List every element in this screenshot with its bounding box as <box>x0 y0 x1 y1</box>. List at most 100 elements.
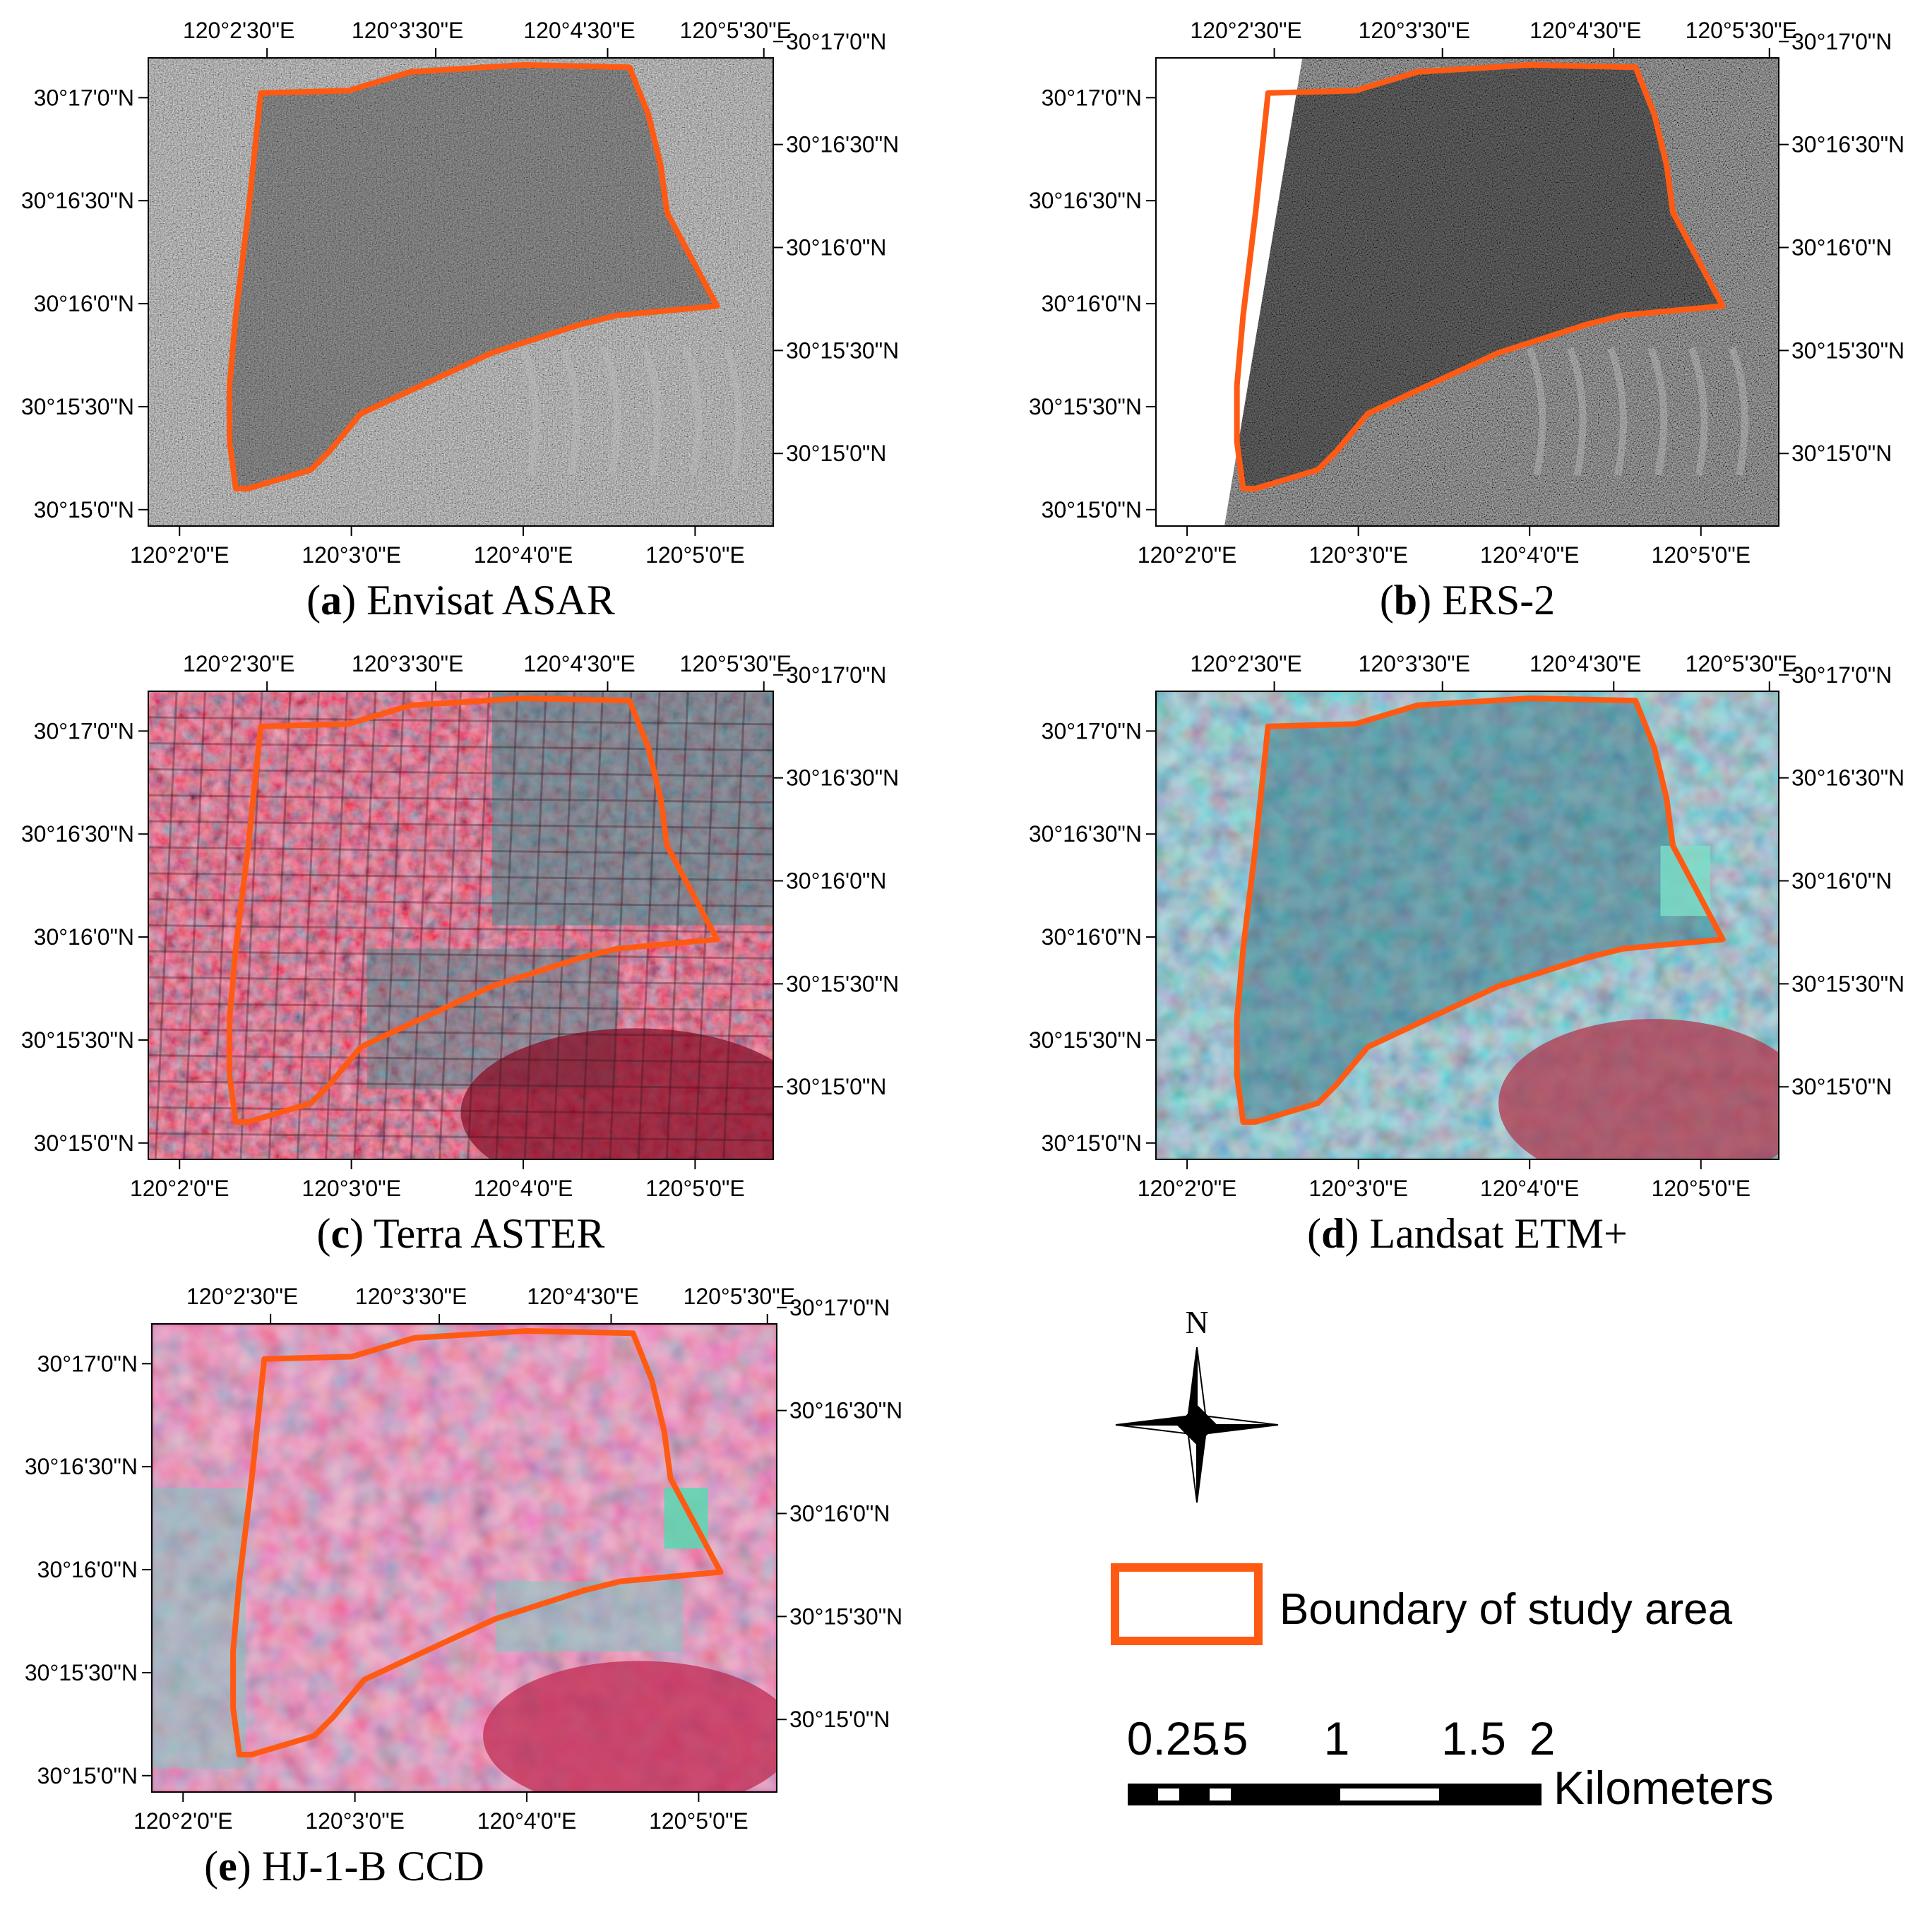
terrain-streak <box>520 347 539 477</box>
caption-paren: ) <box>1417 577 1431 623</box>
right-lat-label: 30°17'0"N <box>1791 662 1892 688</box>
left-lat-label: 30°16'0"N <box>1042 924 1142 950</box>
field-line <box>467 691 491 1159</box>
left-lat-label: 30°16'30"N <box>1029 821 1142 847</box>
field-line <box>154 691 178 1159</box>
bottom-lon-label: 120°4'0"E <box>477 1808 577 1834</box>
caption-name: Landsat ETM+ <box>1359 1210 1627 1257</box>
left-lat-label: 30°17'0"N <box>1042 718 1142 744</box>
left-lat-label: 30°16'0"N <box>37 1557 138 1582</box>
map-frame <box>148 691 774 1160</box>
bottom-lon-label: 120°2'0"E <box>1138 542 1237 568</box>
field-line <box>148 950 773 960</box>
field-line <box>580 691 604 1159</box>
scale-bar-segment <box>1158 1788 1179 1801</box>
left-lat-label: 30°16'30"N <box>1029 188 1142 213</box>
image-layer <box>1156 58 1779 526</box>
field-line <box>495 691 519 1159</box>
right-lat-label: 30°15'30"N <box>786 971 899 996</box>
terrain-streak <box>1688 347 1708 477</box>
interior-shade <box>1236 64 1723 489</box>
field-line <box>694 691 718 1159</box>
left-lat-label: 30°16'0"N <box>1042 291 1142 316</box>
field-line <box>551 691 576 1159</box>
study-area-boundary <box>1234 695 1726 1125</box>
field-line <box>148 1080 773 1089</box>
right-lat-label: 30°17'0"N <box>786 29 886 54</box>
field-line <box>609 691 633 1159</box>
right-lat-label: 30°16'0"N <box>786 868 886 894</box>
north-arrow: N <box>1115 1304 1279 1503</box>
right-lat-label: 30°15'0"N <box>1791 1074 1892 1099</box>
top-lon-label: 120°4'30"E <box>523 18 635 43</box>
scale-bar-label: 1 <box>1324 1712 1350 1764</box>
study-area-boundary <box>1234 61 1726 491</box>
field-line <box>148 976 773 986</box>
speckle-texture <box>148 58 773 526</box>
scale-bar-segment <box>1340 1788 1439 1801</box>
field-line <box>353 691 377 1159</box>
top-lon-label: 120°3'30"E <box>355 1284 467 1309</box>
terrain-streak <box>641 347 662 477</box>
image-layer <box>148 691 773 1159</box>
bottom-lon-label: 120°3'0"E <box>305 1808 405 1834</box>
field-line <box>148 1132 773 1142</box>
left-lat-label: 30°15'0"N <box>1042 497 1142 522</box>
caption-letter: d <box>1321 1210 1344 1257</box>
right-lat-label: 30°15'30"N <box>1791 971 1904 996</box>
left-lat-label: 30°16'30"N <box>21 821 134 847</box>
left-lat-label: 30°17'0"N <box>34 85 134 110</box>
bottom-lon-label: 120°4'0"E <box>474 1176 573 1201</box>
caption-paren: ( <box>1380 577 1394 623</box>
interior-shade <box>229 64 717 489</box>
panel-caption: (c) Terra ASTER <box>317 1210 605 1257</box>
scale-bar-unit: Kilometers <box>1554 1762 1774 1814</box>
right-lat-label: 30°16'0"N <box>789 1501 890 1527</box>
left-lat-label: 30°15'0"N <box>37 1763 138 1788</box>
field-line <box>148 768 773 777</box>
scale-bar-label: .5 <box>1209 1712 1248 1764</box>
bottom-lon-label: 120°4'0"E <box>474 542 573 568</box>
field-line <box>148 742 773 752</box>
right-lat-label: 30°17'0"N <box>786 662 886 688</box>
caption-letter: a <box>321 577 342 623</box>
legend-label: Boundary of study area <box>1280 1585 1733 1634</box>
scale-bar-body <box>1128 1784 1542 1805</box>
top-lon-label: 120°5'30"E <box>680 18 792 43</box>
bottom-lon-label: 120°5'0"E <box>649 1808 749 1834</box>
top-lon-label: 120°3'30"E <box>1359 18 1470 43</box>
bottom-lon-label: 120°3'0"E <box>1308 542 1408 568</box>
top-lon-label: 120°4'30"E <box>1530 18 1641 43</box>
panel-c: 120°2'30"E 120°3'30"E 120°4'30"E 120°5'30"E… <box>21 651 899 1257</box>
field-line <box>722 691 746 1159</box>
top-lon-label: 120°4'30"E <box>1530 651 1641 676</box>
bottom-lon-label: 120°3'0"E <box>1308 1176 1408 1201</box>
panel-e: 120°2'30"E 120°3'30"E 120°4'30"E 120°5'30"E… <box>25 1284 902 1889</box>
study-area-boundary <box>227 695 720 1125</box>
caption-paren: ) <box>342 577 356 623</box>
image-layer <box>152 1324 777 1792</box>
caption-name: HJ-1-B CCD <box>251 1843 484 1889</box>
map-frame <box>1155 57 1779 527</box>
left-lat-label: 30°17'0"N <box>37 1351 138 1376</box>
caption-letter: b <box>1394 577 1417 623</box>
caption-letter: e <box>218 1843 237 1889</box>
caption-paren: ) <box>1344 1210 1359 1257</box>
terrain-streak <box>1647 347 1668 477</box>
top-lon-label: 120°3'30"E <box>352 18 463 43</box>
top-lon-label: 120°5'30"E <box>680 651 792 676</box>
left-lat-label: 30°15'0"N <box>34 1130 134 1156</box>
scale-bar-label: 0.25 <box>1127 1712 1217 1764</box>
right-lat-label: 30°16'30"N <box>789 1398 902 1423</box>
scale-bar-label: 2 <box>1530 1712 1556 1764</box>
panel-caption: (b) ERS-2 <box>1380 577 1555 623</box>
scale-bar-labels: 0.25.5 1 1.5 2 <box>1127 1712 1556 1764</box>
image-layer <box>1156 691 1779 1159</box>
forest-area <box>1498 1019 1779 1159</box>
bottom-lon-label: 120°4'0"E <box>1480 542 1580 568</box>
bottom-lon-label: 120°5'0"E <box>645 1176 745 1201</box>
top-lon-label: 120°2'30"E <box>1190 18 1301 43</box>
field-line <box>381 691 405 1159</box>
top-lon-label: 120°2'30"E <box>186 1284 298 1309</box>
